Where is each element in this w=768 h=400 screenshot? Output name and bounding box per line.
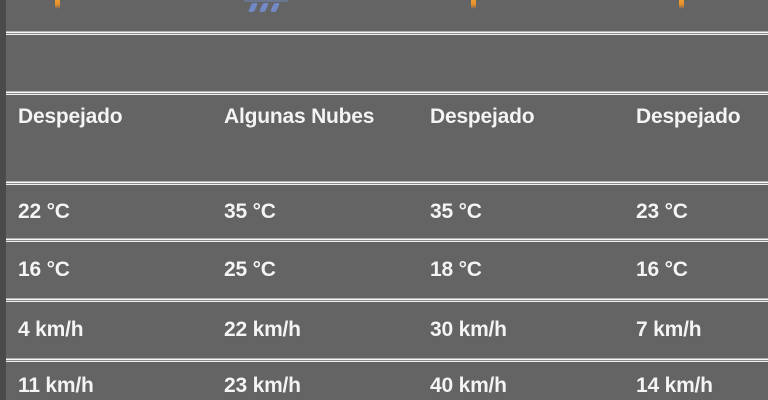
condition-row: Despejado Algunas Nubes Despejado Despej… [0,95,768,181]
temp-min-cell: 18 °C [430,258,482,281]
cloud-icon [244,0,288,2]
wind-cell: 7 km/h [636,318,702,341]
sun-icon [471,0,476,9]
sun-icon [679,0,684,9]
row-divider [0,358,768,362]
temp-max-cell: 35 °C [430,199,482,223]
wind-cell: 22 km/h [224,318,301,341]
wind-gust-cell: 40 km/h [430,374,507,397]
temp-min-cell: 25 °C [224,258,276,281]
wind-gust-cell: 11 km/h [18,374,94,397]
temp-max-row: 22 °C 35 °C 35 °C 23 °C [0,185,768,238]
condition-cell: Despejado [636,105,741,128]
sun-icon [55,0,60,9]
weather-icon-row [0,0,768,31]
row-divider [0,181,768,185]
condition-cell: Despejado [430,105,535,128]
row-divider [0,31,768,35]
wind-gust-cell: 14 km/h [636,374,713,397]
temp-min-row: 16 °C 25 °C 18 °C 16 °C [0,242,768,298]
wind-cell: 30 km/h [430,318,507,341]
temp-max-cell: 23 °C [636,199,688,223]
temp-max-cell: 35 °C [224,199,276,223]
temp-max-cell: 22 °C [18,199,70,223]
condition-cell: Despejado [18,105,123,128]
row-divider [0,238,768,242]
wind-row: 4 km/h 22 km/h 30 km/h 7 km/h [0,302,768,358]
empty-row [0,35,768,91]
rain-icon [244,0,288,14]
wind-gust-cell: 23 km/h [224,374,301,397]
temp-min-cell: 16 °C [636,258,688,281]
wind-cell: 4 km/h [18,318,84,341]
row-divider [0,298,768,302]
wind-gust-row: 11 km/h 23 km/h 40 km/h 14 km/h [0,362,768,400]
condition-cell: Algunas Nubes [224,105,375,128]
left-border-strip [0,0,6,400]
row-divider [0,91,768,95]
temp-min-cell: 16 °C [18,258,70,281]
